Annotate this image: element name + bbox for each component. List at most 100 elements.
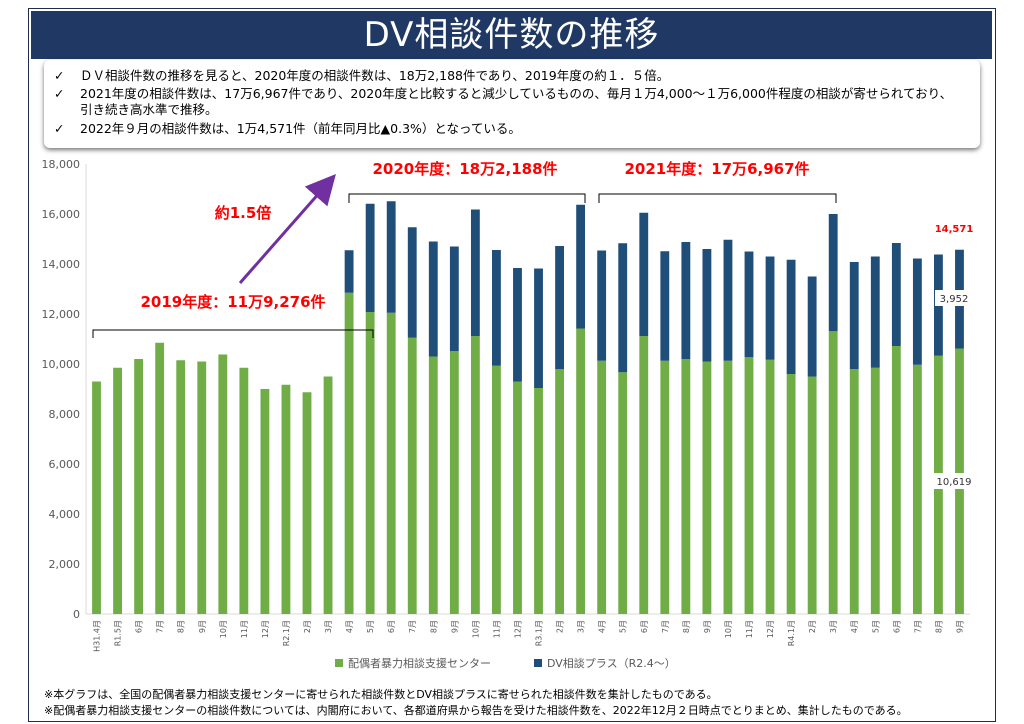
growth-label: 約1.5倍 — [215, 204, 272, 222]
bar-segment-center — [828, 331, 838, 614]
y-tick-label: 14,000 — [42, 258, 81, 271]
bar-segment-center — [786, 374, 796, 614]
bar-segment-center — [660, 360, 670, 614]
x-tick-label: 5月 — [871, 620, 880, 633]
x-tick-label: R3.1月 — [535, 620, 544, 646]
summary-bullet-text: ＤＶ相談件数の推移を見ると、2020年度の相談件数は、18万2,188件であり、… — [80, 68, 670, 83]
x-tick-label: 5月 — [366, 620, 375, 633]
x-tick-label: 3月 — [577, 620, 586, 633]
bar-segment-plus — [428, 241, 438, 357]
bar-segment-center — [470, 336, 480, 614]
x-tick-label: 10月 — [471, 620, 480, 638]
bar-segment-plus — [639, 212, 649, 336]
y-tick-label: 18,000 — [42, 158, 81, 171]
bar-segment-plus — [765, 256, 775, 360]
bar-segment-center — [870, 367, 880, 614]
bar-segment-center — [260, 389, 270, 614]
bar-segment-center — [807, 376, 817, 614]
x-tick-label: 12月 — [261, 620, 270, 638]
x-tick-label: 2月 — [303, 620, 312, 633]
last-plus-label: 3,952 — [940, 294, 969, 305]
bar-segment-center — [744, 357, 754, 614]
bar-segment-plus — [386, 201, 396, 313]
x-tick-label: 3月 — [829, 620, 838, 633]
bar-segment-plus — [891, 243, 901, 346]
bar-segment-plus — [576, 204, 586, 329]
fy2021-total-label: 2021年度：17万6,967件 — [624, 160, 809, 178]
bar-segment-center — [407, 337, 417, 614]
page-title: DV相談件数の推移 — [31, 11, 992, 59]
bar-segment-plus — [365, 203, 375, 312]
x-tick-label: 5月 — [619, 620, 628, 633]
x-tick-label: 11月 — [745, 620, 754, 638]
summary-box: ✓ ＤＶ相談件数の推移を見ると、2020年度の相談件数は、18万2,188件であ… — [44, 60, 980, 148]
bar-segment-center — [92, 381, 101, 614]
bar-segment-plus — [807, 276, 817, 377]
x-tick-label: 4月 — [850, 620, 859, 633]
bar-segment-center — [681, 359, 691, 614]
bar-segment-plus — [702, 249, 712, 362]
fy2020-bracket — [348, 193, 586, 203]
summary-bullet-text: 2021年度の相談件数は、17万6,967件であり、2020年度と比較すると減少… — [80, 86, 953, 117]
summary-bullet: ✓ 2022年９月の相談件数は、1万4,571件（前年同月比▲0.3%）となって… — [54, 121, 964, 137]
bar-segment-plus — [660, 251, 670, 361]
y-tick-label: 8,000 — [49, 408, 81, 421]
legend-swatch-plus — [534, 659, 542, 667]
last-center-label-bg — [933, 473, 975, 489]
bar-segment-center — [218, 354, 228, 614]
x-tick-label: 11月 — [240, 620, 249, 638]
x-tick-label: 8月 — [934, 620, 943, 633]
bar-segment-center — [912, 364, 922, 614]
bar-segment-plus — [513, 268, 522, 382]
bar-segment-center — [302, 392, 312, 614]
x-tick-label: 9月 — [703, 620, 712, 633]
x-tick-label: R1.5月 — [114, 620, 123, 646]
bar-segment-plus — [870, 256, 880, 368]
x-tick-label: 4月 — [345, 620, 354, 633]
bar-segment-center — [386, 312, 396, 614]
y-tick-label: 10,000 — [42, 358, 81, 371]
bar-segment-center — [134, 359, 144, 614]
bar-segment-plus — [849, 262, 859, 369]
x-tick-label: 9月 — [450, 620, 459, 633]
bar-segment-center — [576, 328, 586, 614]
bar-segment-center — [281, 384, 291, 614]
summary-bullet: ✓ 2021年度の相談件数は、17万6,967件であり、2020年度と比較すると… — [54, 86, 964, 118]
bar-segment-center — [365, 312, 375, 614]
legend-label-plus: DV相談プラス（R2.4～） — [547, 656, 676, 670]
x-tick-label: 8月 — [429, 620, 438, 633]
y-tick-label: 2,000 — [49, 558, 81, 571]
y-tick-label: 12,000 — [42, 308, 81, 321]
bar-segment-center — [555, 369, 564, 614]
bar-segment-plus — [597, 250, 607, 361]
x-tick-label: 12月 — [766, 620, 775, 638]
bar-segment-plus — [555, 246, 564, 369]
bar-segment-plus — [723, 239, 733, 361]
bar-segment-plus — [492, 250, 501, 366]
x-tick-label: 6月 — [892, 620, 901, 633]
x-tick-label: 9月 — [198, 620, 207, 633]
x-tick-label: 4月 — [598, 620, 607, 633]
bar-segment-center — [849, 369, 859, 614]
x-tick-label: 2月 — [808, 620, 817, 633]
slide-frame — [28, 8, 996, 722]
bar-segment-center — [723, 360, 733, 614]
summary-bullet: ✓ ＤＶ相談件数の推移を見ると、2020年度の相談件数は、18万2,188件であ… — [54, 68, 964, 84]
bar-segment-center — [113, 367, 122, 614]
bar-segment-center — [428, 356, 438, 614]
x-tick-label: H31.4月 — [93, 620, 102, 652]
fy2021-bracket — [598, 193, 837, 203]
bar-segment-plus — [449, 246, 459, 351]
bar-segment-plus — [681, 242, 691, 359]
bar-segment-center — [597, 360, 607, 614]
footnote: ※本グラフは、全国の配偶者暴力相談支援センターに寄せられた相談件数とDV相談プラ… — [44, 688, 718, 701]
x-tick-label: 10月 — [724, 620, 733, 638]
x-tick-label: R2.1月 — [282, 620, 291, 646]
x-tick-label: 10月 — [219, 620, 228, 638]
bar-segment-plus — [744, 251, 754, 358]
bar-segment-center — [534, 388, 543, 614]
x-tick-label: 6月 — [387, 620, 396, 633]
legend-label-center: 配偶者暴力相談支援センター — [348, 656, 491, 670]
fy2019-total-label: 2019年度：11万9,276件 — [140, 293, 325, 311]
last-total-label: 14,571 — [935, 224, 974, 235]
